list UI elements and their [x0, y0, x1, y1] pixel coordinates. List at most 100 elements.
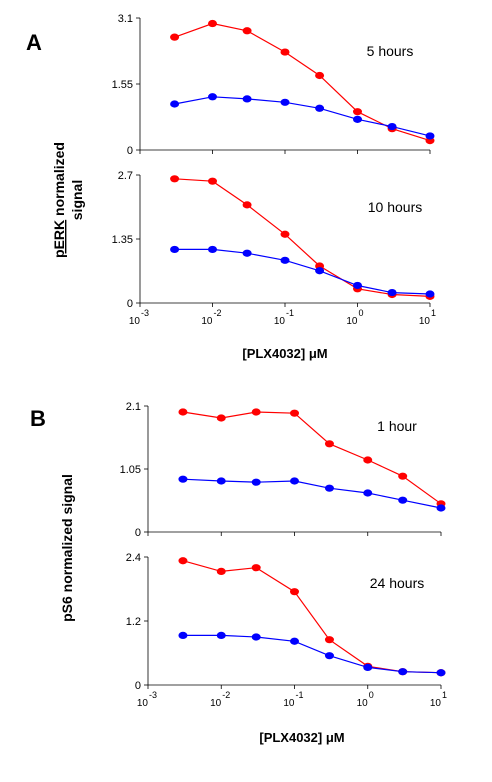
series-2-point — [251, 478, 261, 486]
y-tick-label: 0 — [135, 527, 141, 539]
x-tick-label: 10 — [419, 316, 431, 327]
panel-a-ylabel-emphasis: pERK — [51, 220, 67, 258]
series-1-point — [216, 414, 226, 422]
chart-annotation: 10 hours — [368, 199, 422, 215]
x-tick-exponent: 0 — [369, 690, 374, 700]
x-tick-exponent: -3 — [149, 690, 157, 700]
series-1-point — [398, 472, 408, 480]
panel-a-ylabel-line2: signal — [69, 180, 85, 220]
x-tick-exponent: 1 — [431, 308, 436, 318]
series-2-point — [324, 652, 334, 660]
x-tick-label: 10 — [274, 316, 286, 327]
series-2-point — [398, 668, 408, 676]
y-tick-label: 2.4 — [126, 552, 141, 564]
x-tick-exponent: -1 — [296, 690, 304, 700]
x-tick-label: 10 — [129, 316, 141, 327]
series-2-point — [398, 496, 408, 504]
series-2-point — [353, 281, 362, 290]
series-1-point — [290, 409, 299, 417]
x-tick-label: 10 — [283, 698, 295, 709]
panel-a-ylabel: pERK normalized — [51, 142, 67, 258]
series-1-point — [290, 588, 299, 596]
y-tick-label: 1.35 — [112, 234, 133, 246]
chart-a-5-hours: 0 1.55 3.1 5 hours — [112, 13, 435, 157]
series-2-point — [425, 290, 435, 298]
series-1-point — [324, 440, 334, 448]
series-2-line — [182, 634, 442, 674]
chart-annotation: 1 hour — [377, 418, 417, 434]
y-tick-label: 0 — [127, 298, 133, 310]
series-2-line — [174, 248, 431, 295]
series-1-line — [174, 178, 431, 297]
x-tick-exponent: 0 — [359, 308, 364, 318]
chart-annotation: 24 hours — [370, 575, 424, 591]
x-tick-label: 10 — [430, 698, 442, 709]
series-1-point — [251, 564, 261, 572]
panel-letter-a: A — [26, 30, 42, 55]
series-1-point — [170, 33, 180, 41]
y-tick-label: 3.1 — [118, 13, 133, 25]
series-2-point — [425, 132, 435, 140]
series-2-point — [363, 663, 373, 672]
series-1-point — [242, 201, 252, 209]
series-2-point — [324, 484, 334, 492]
x-tick-exponent: 1 — [442, 690, 447, 700]
series-1-point — [315, 71, 325, 80]
series-1-point — [208, 19, 217, 28]
panel-a-ylabel-rest: normalized — [51, 142, 67, 220]
x-tick-exponent: -3 — [141, 308, 149, 318]
x-tick-label: 10 — [201, 316, 213, 327]
x-tick-label: 10 — [357, 698, 369, 709]
panel-letter-b: B — [30, 406, 46, 431]
series-2-point — [280, 98, 290, 106]
y-tick-label: 0 — [127, 145, 133, 157]
series-2-point — [315, 267, 325, 275]
series-2-point — [208, 93, 217, 101]
series-2-point — [178, 631, 188, 640]
series-2-point — [280, 256, 290, 264]
series-1-point — [242, 27, 252, 35]
series-2-point — [208, 245, 217, 254]
panel-b-ylabel: pS6 normalized signal — [59, 474, 75, 622]
series-2-point — [290, 637, 299, 645]
panel-a-xlabel: [PLX4032] μM — [242, 346, 327, 361]
series-1-point — [324, 636, 334, 644]
series-2-line — [182, 478, 442, 509]
series-2-point — [315, 104, 325, 112]
x-tick-exponent: -1 — [286, 308, 294, 318]
series-1-point — [353, 108, 362, 116]
series-2-point — [436, 669, 446, 677]
series-1-point — [178, 408, 188, 416]
series-2-point — [251, 633, 261, 641]
series-1-point — [170, 175, 180, 183]
x-tick-label: 10 — [346, 316, 358, 327]
x-tick-exponent: -2 — [222, 690, 230, 700]
y-tick-label: 2.1 — [126, 401, 141, 413]
series-1-point — [280, 230, 290, 238]
series-2-point — [216, 631, 226, 640]
y-tick-label: 1.55 — [112, 79, 133, 91]
series-2-point — [387, 122, 397, 131]
series-2-point — [387, 288, 397, 297]
x-tick-label: 10 — [137, 698, 149, 709]
series-2-point — [290, 477, 299, 485]
series-1-point — [251, 408, 261, 416]
panel-b-xlabel: [PLX4032] μM — [259, 730, 344, 745]
y-tick-label: 1.05 — [120, 464, 141, 476]
series-2-point — [242, 249, 252, 257]
y-tick-label: 0 — [135, 680, 141, 692]
series-1-point — [208, 177, 217, 185]
x-tick-label: 10 — [210, 698, 222, 709]
series-2-point — [216, 477, 226, 485]
chart-b-1-hour: 0 1.05 2.1 1 hour — [120, 401, 446, 539]
series-1-point — [216, 567, 226, 576]
series-2-point — [436, 504, 446, 512]
y-tick-label: 1.2 — [126, 616, 141, 628]
x-tick-exponent: -2 — [214, 308, 222, 318]
series-1-point — [363, 456, 373, 464]
series-2-point — [242, 95, 252, 103]
chart-annotation: 5 hours — [367, 43, 414, 59]
